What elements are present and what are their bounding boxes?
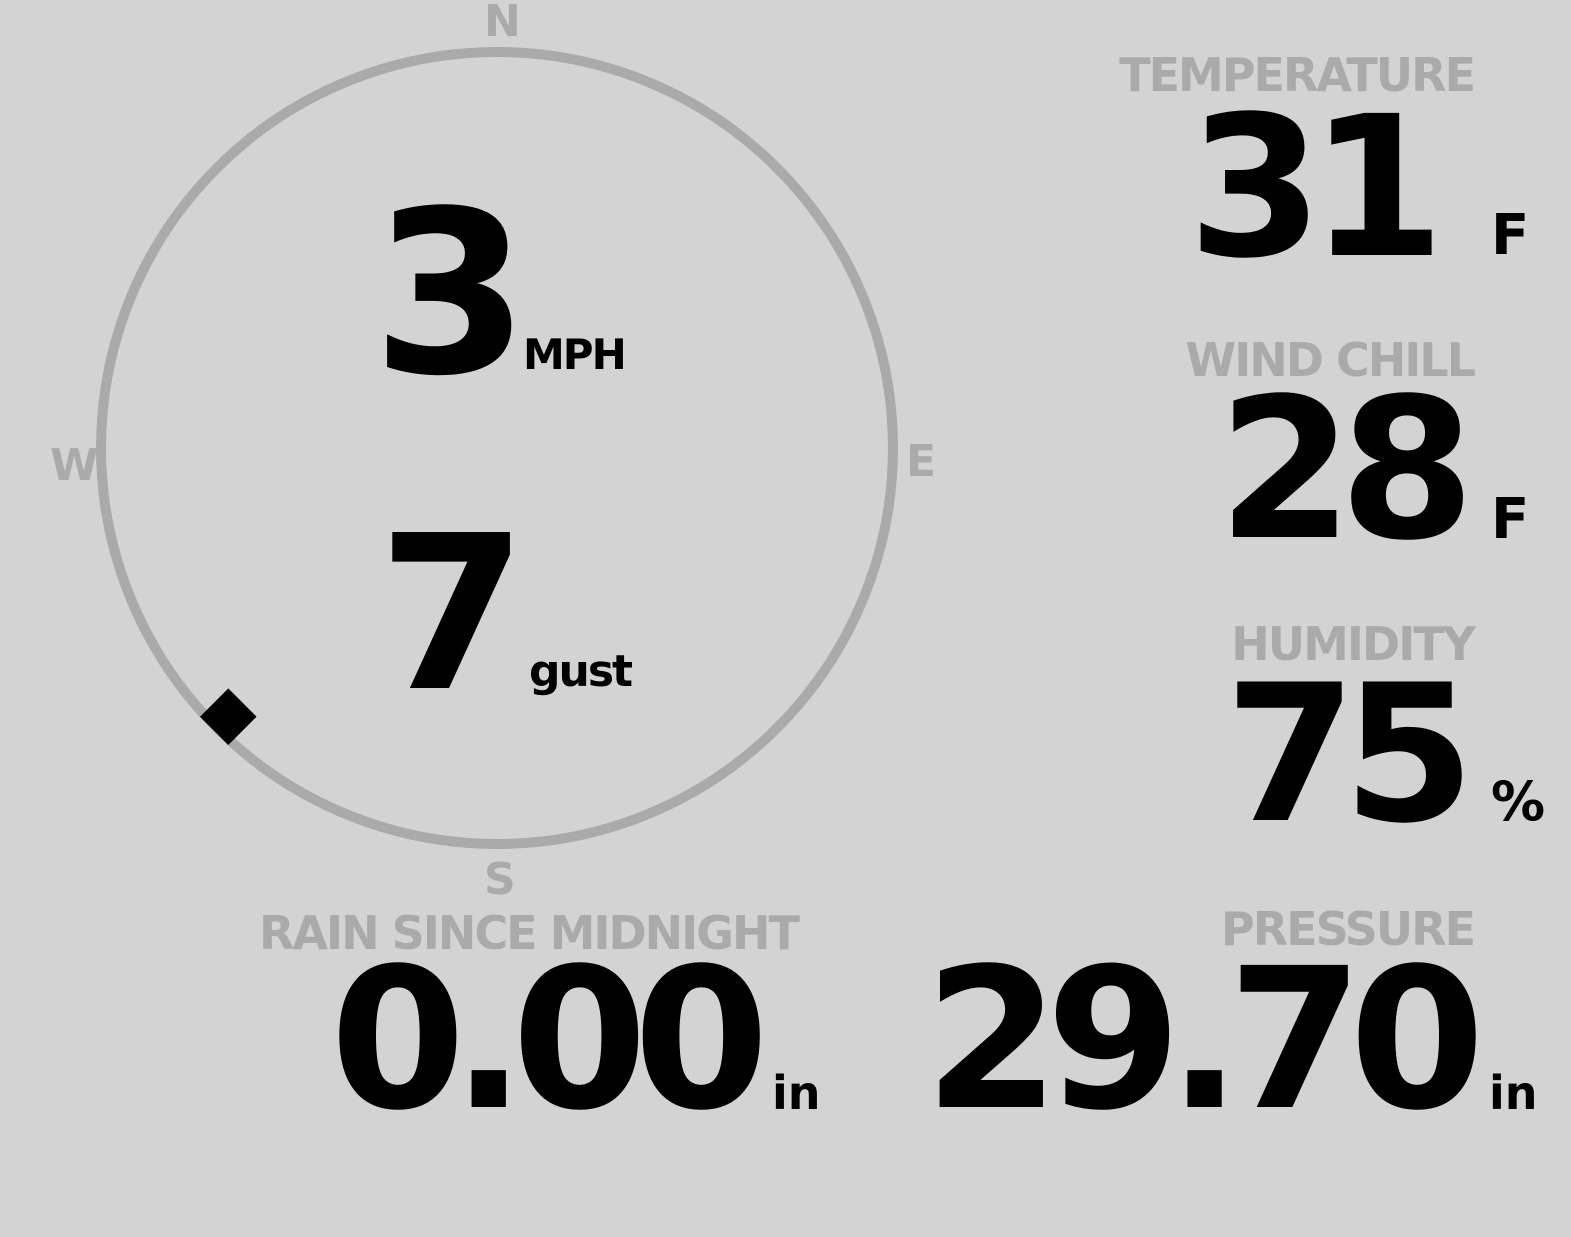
wind-chill-label: WIND CHILL — [1185, 333, 1476, 387]
compass-west: W — [50, 440, 99, 491]
temperature-label: TEMPERATURE — [1119, 48, 1476, 102]
compass-ring — [96, 47, 898, 849]
rain-unit: in — [772, 1066, 821, 1120]
wind-gust-unit: gust — [529, 646, 633, 697]
pressure-label: PRESSURE — [1221, 902, 1476, 956]
pressure-value: 29.70 — [924, 926, 1485, 1153]
wind-direction-pointer — [200, 688, 257, 745]
wind-speed-value: 3 — [372, 163, 529, 426]
compass-east: E — [906, 436, 937, 487]
wind-chill-value: 28 — [1217, 356, 1475, 583]
temperature-unit: F — [1491, 203, 1530, 268]
humidity-value: 75 — [1224, 644, 1475, 865]
wind-gust-value: 7 — [378, 490, 527, 739]
temperature-value: 31 — [1187, 74, 1445, 301]
rain-label: RAIN SINCE MIDNIGHT — [259, 906, 800, 960]
wind-speed-unit: MPH — [523, 330, 627, 379]
wind-chill-unit: F — [1491, 487, 1530, 552]
compass-north: N — [484, 0, 521, 47]
rain-value: 0.00 — [330, 926, 769, 1153]
pressure-unit: in — [1489, 1066, 1538, 1120]
compass-south: S — [484, 854, 516, 905]
humidity-label: HUMIDITY — [1231, 617, 1476, 671]
humidity-unit: % — [1491, 770, 1545, 833]
